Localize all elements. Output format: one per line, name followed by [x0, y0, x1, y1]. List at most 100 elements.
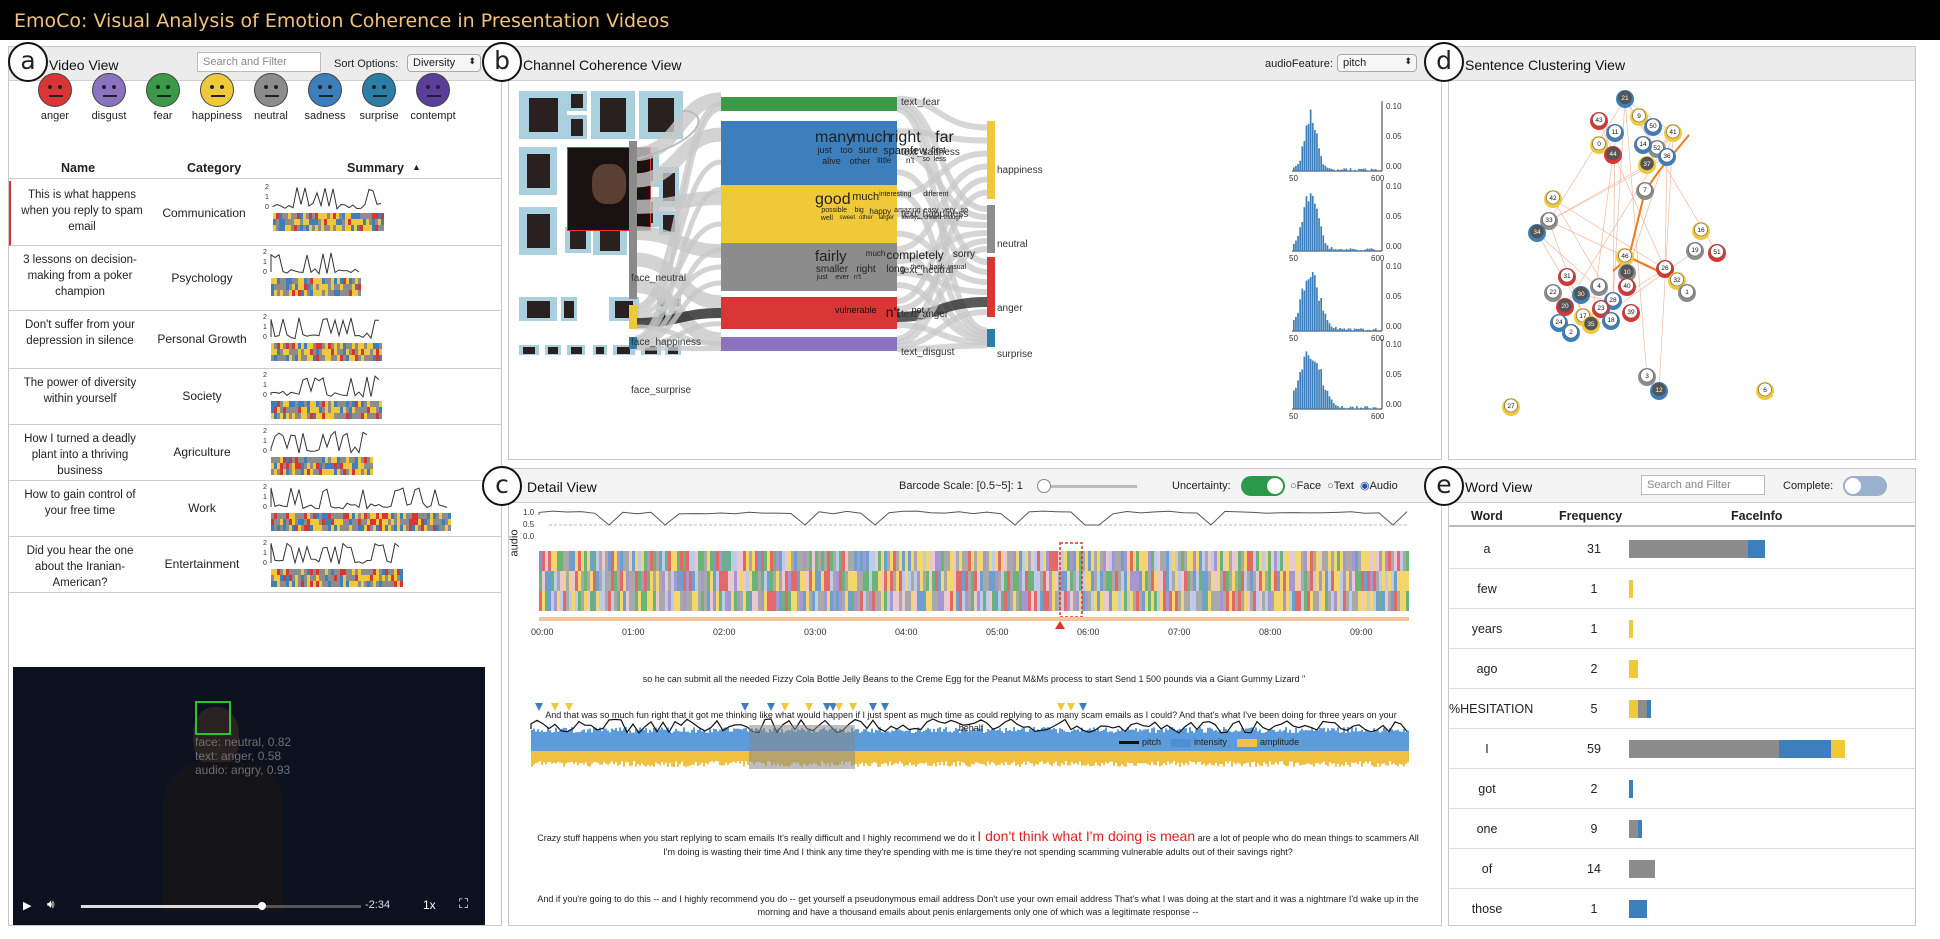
cloud-word[interactable]: vulnerable: [835, 305, 877, 315]
cloud-word[interactable]: ever: [835, 274, 849, 281]
cloud-word[interactable]: well: [820, 215, 833, 222]
cloud-word[interactable]: much: [852, 129, 892, 146]
cluster-node[interactable]: [1660, 148, 1674, 163]
cloud-word[interactable]: less: [933, 156, 947, 163]
cluster-node[interactable]: [1530, 224, 1544, 239]
column-name[interactable]: Name: [61, 161, 96, 175]
cloud-word[interactable]: just: [816, 274, 828, 281]
emotion-marker[interactable]: [1079, 703, 1087, 711]
column-summary[interactable]: Summary: [347, 161, 404, 175]
cluster-node[interactable]: [1688, 242, 1702, 257]
cluster-node[interactable]: [1680, 284, 1694, 299]
cluster-node[interactable]: [1504, 398, 1518, 413]
cloud-word[interactable]: much: [865, 249, 886, 258]
column-category[interactable]: Category: [187, 161, 242, 175]
cluster-node[interactable]: [1560, 268, 1574, 283]
radio-icon[interactable]: ○: [1290, 480, 1297, 492]
face-thumbnail[interactable]: [519, 207, 557, 255]
emotion-marker[interactable]: [1067, 703, 1075, 711]
cloud-word[interactable]: too: [840, 145, 853, 155]
cluster-node[interactable]: [1710, 244, 1724, 259]
cluster-node[interactable]: [1632, 108, 1646, 123]
cloud-word[interactable]: interesting: [879, 191, 912, 198]
sankey-link[interactable]: [896, 211, 988, 228]
cluster-node[interactable]: [1666, 124, 1680, 139]
cloud-word[interactable]: then: [911, 264, 925, 271]
sankey-link[interactable]: [634, 247, 722, 345]
video-player[interactable]: face: neutral, 0.82 text: anger, 0.58 au…: [13, 667, 485, 925]
word-row[interactable]: one 9: [1449, 809, 1915, 849]
option-audio[interactable]: ◉Audio: [1360, 480, 1398, 492]
face-thumbnail[interactable]: [561, 297, 577, 321]
sankey-link[interactable]: [896, 189, 988, 342]
cloud-word[interactable]: right: [856, 264, 876, 275]
word-row[interactable]: few 1: [1449, 569, 1915, 609]
emotion-marker[interactable]: [805, 703, 813, 711]
face-thumbnail[interactable]: [567, 115, 587, 139]
column-faceinfo[interactable]: FaceInfo: [1731, 509, 1783, 523]
face-thumbnail[interactable]: [567, 345, 585, 355]
face-thumbnail[interactable]: [565, 227, 591, 253]
word-row[interactable]: ago 2: [1449, 649, 1915, 689]
cluster-node[interactable]: [1546, 284, 1560, 299]
cloud-word[interactable]: just: [817, 145, 832, 155]
cluster-node[interactable]: [1592, 278, 1606, 293]
emotion-marker[interactable]: [835, 703, 843, 711]
emotion-neutral[interactable]: neutral: [243, 73, 299, 122]
cluster-node[interactable]: [1592, 112, 1606, 127]
sankey-link[interactable]: [896, 342, 988, 353]
face-thumbnail[interactable]: [593, 227, 627, 255]
option-face[interactable]: ○Face: [1290, 480, 1321, 492]
word-row[interactable]: I 59: [1449, 729, 1915, 769]
cloud-word[interactable]: other: [849, 156, 871, 166]
cluster-node[interactable]: [1608, 124, 1622, 139]
emotion-marker[interactable]: [869, 703, 877, 711]
volume-icon[interactable]: 🔊︎: [47, 897, 55, 911]
cluster-node[interactable]: [1670, 272, 1684, 287]
video-row[interactable]: 3 lessons on decision-making from a poke…: [9, 246, 501, 311]
cluster-node[interactable]: [1546, 190, 1560, 205]
emotion-fear[interactable]: fear: [135, 73, 191, 122]
sankey-link[interactable]: [634, 345, 722, 352]
cluster-node[interactable]: [1638, 182, 1652, 197]
cluster-node[interactable]: [1552, 314, 1566, 329]
cloud-word[interactable]: n't: [885, 304, 901, 320]
emotion-contempt[interactable]: contempt: [405, 73, 461, 122]
cluster-node[interactable]: [1618, 90, 1632, 105]
cloud-word[interactable]: so: [960, 207, 969, 214]
face-thumbnail[interactable]: [519, 91, 567, 139]
emotion-surprise[interactable]: surprise: [351, 73, 407, 122]
emotion-marker[interactable]: [849, 703, 857, 711]
audio-node[interactable]: [987, 205, 995, 253]
cloud-word[interactable]: spam: [883, 145, 911, 157]
cloud-word[interactable]: little: [877, 156, 892, 165]
cloud-word[interactable]: much: [852, 191, 880, 203]
word-search-input[interactable]: Search and Filter: [1641, 475, 1765, 495]
sort-ascending-icon[interactable]: ▲: [412, 162, 421, 172]
option-text[interactable]: ○Text: [1327, 480, 1354, 492]
face-node[interactable]: [629, 337, 637, 349]
text-node[interactable]: [721, 337, 897, 351]
text-node[interactable]: [721, 243, 897, 291]
sort-options-select[interactable]: Diversity ⬍: [407, 54, 481, 72]
sankey-link[interactable]: [896, 246, 988, 346]
face-thumbnail[interactable]: [613, 345, 635, 355]
cloud-word[interactable]: possible: [821, 207, 848, 214]
radio-icon[interactable]: ◉: [1359, 480, 1370, 492]
word-row[interactable]: years 1: [1449, 609, 1915, 649]
cloud-word[interactable]: n't: [853, 274, 862, 281]
audio-feature-select[interactable]: pitch ⬍: [1337, 54, 1417, 72]
cloud-word[interactable]: fairly: [815, 248, 847, 265]
highlighted-sentence[interactable]: I don't think what I'm doing is mean: [977, 828, 1196, 844]
cluster-node[interactable]: [1620, 278, 1634, 293]
cloud-word[interactable]: far: [935, 129, 954, 146]
cloud-word[interactable]: happy: [869, 207, 892, 216]
cluster-node[interactable]: [1564, 324, 1578, 339]
selected-sentence-region[interactable]: [749, 725, 855, 769]
cluster-node[interactable]: [1594, 300, 1608, 315]
uncertainty-toggle[interactable]: [1241, 476, 1285, 496]
speed-button[interactable]: 1x: [423, 898, 436, 912]
word-row[interactable]: a 31: [1449, 529, 1915, 569]
audio-node[interactable]: [987, 121, 995, 199]
cloud-word[interactable]: alive: [822, 156, 841, 166]
